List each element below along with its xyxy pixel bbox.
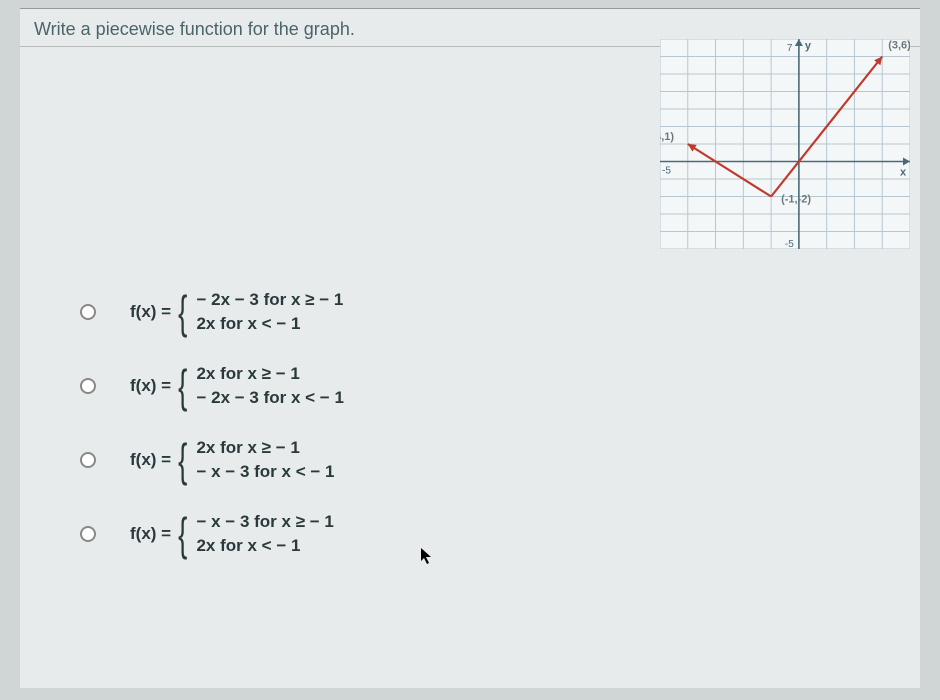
case-line: 2x for x ≥ − 1 bbox=[196, 364, 343, 384]
radio-button[interactable] bbox=[80, 526, 96, 542]
answer-option-2[interactable]: f(x) = {2x for x ≥ − 1 − x − 3 for x < − 1 bbox=[80, 437, 344, 483]
svg-text:7: 7 bbox=[787, 43, 793, 54]
brace-icon: { bbox=[178, 289, 187, 335]
svg-text:-5: -5 bbox=[785, 239, 794, 249]
svg-text:y: y bbox=[805, 40, 812, 52]
function-def: f(x) = {2x for x ≥ − 1 − x − 3 for x < − 1 bbox=[130, 437, 334, 483]
case-line: − x − 3 for x < − 1 bbox=[196, 462, 334, 482]
brace-icon: { bbox=[178, 363, 187, 409]
cases: 2x for x ≥ − 1 − x − 3 for x < − 1 bbox=[196, 438, 334, 482]
answer-option-1[interactable]: f(x) = {2x for x ≥ − 1 − 2x − 3 for x < − … bbox=[80, 363, 344, 409]
case-line: − 2x − 3 for x < − 1 bbox=[196, 388, 343, 408]
cases: − 2x − 3 for x ≥ − 1 2x for x < − 1 bbox=[196, 290, 343, 334]
svg-text:x: x bbox=[900, 167, 907, 179]
case-line: 2x for x ≥ − 1 bbox=[196, 438, 334, 458]
svg-text:(-4,1): (-4,1) bbox=[660, 131, 674, 143]
function-def: f(x) = { − 2x − 3 for x ≥ − 1 2x for x < − … bbox=[130, 289, 343, 335]
cases: 2x for x ≥ − 1 − 2x − 3 for x < − 1 bbox=[196, 364, 343, 408]
radio-button[interactable] bbox=[80, 452, 96, 468]
answer-options: f(x) = { − 2x − 3 for x ≥ − 1 2x for x < − … bbox=[80, 289, 344, 585]
brace-icon: { bbox=[178, 437, 187, 483]
function-def: f(x) = { − x − 3 for x ≥ − 1 2x for x < − 1 bbox=[130, 511, 334, 557]
radio-button[interactable] bbox=[80, 304, 96, 320]
case-line: 2x for x < − 1 bbox=[196, 536, 333, 556]
cases: − x − 3 for x ≥ − 1 2x for x < − 1 bbox=[196, 512, 333, 556]
case-line: 2x for x < − 1 bbox=[196, 314, 343, 334]
function-lhs: f(x) = bbox=[130, 302, 171, 322]
answer-option-0[interactable]: f(x) = { − 2x − 3 for x ≥ − 1 2x for x < − … bbox=[80, 289, 344, 335]
svg-text:(3,6): (3,6) bbox=[888, 40, 910, 52]
svg-text:-5: -5 bbox=[662, 166, 671, 177]
answer-option-3[interactable]: f(x) = { − x − 3 for x ≥ − 1 2x for x < − 1 bbox=[80, 511, 344, 557]
piecewise-graph: y x -5 -5 7 (-4,1) (-1,-2) (3,6) bbox=[660, 39, 910, 249]
brace-icon: { bbox=[178, 511, 187, 557]
function-lhs: f(x) = bbox=[130, 450, 171, 470]
function-lhs: f(x) = bbox=[130, 376, 171, 396]
function-def: f(x) = {2x for x ≥ − 1 − 2x − 3 for x < − … bbox=[130, 363, 344, 409]
case-line: − 2x − 3 for x ≥ − 1 bbox=[196, 290, 343, 310]
question-card: Write a piecewise function for the graph… bbox=[20, 8, 920, 688]
svg-text:(-1,-2): (-1,-2) bbox=[781, 194, 811, 206]
function-lhs: f(x) = bbox=[130, 524, 171, 544]
case-line: − x − 3 for x ≥ − 1 bbox=[196, 512, 333, 532]
cursor-icon bbox=[420, 547, 434, 570]
radio-button[interactable] bbox=[80, 378, 96, 394]
